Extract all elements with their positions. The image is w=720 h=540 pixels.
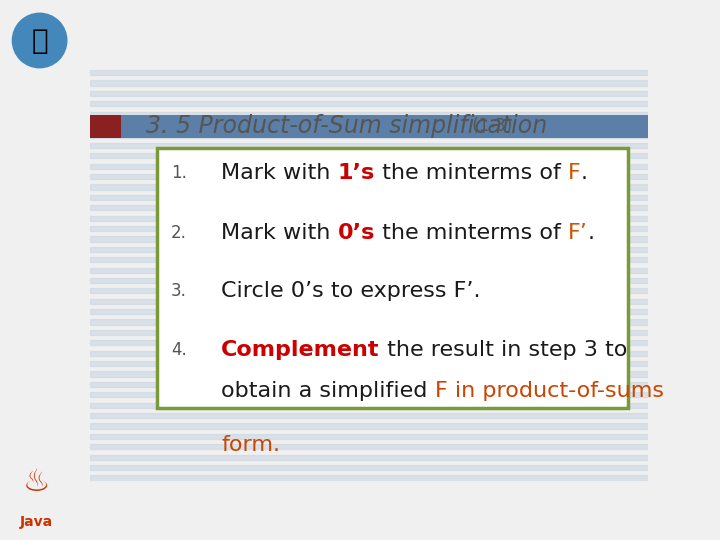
Bar [90, 382, 648, 387]
Bar [90, 403, 648, 408]
Text: 🌐: 🌐 [31, 26, 48, 55]
Bar [90, 299, 648, 304]
Bar [90, 237, 648, 241]
Bar [90, 423, 648, 429]
Bar [90, 361, 648, 366]
Text: F: F [568, 163, 580, 183]
Bar [90, 350, 648, 356]
Bar [90, 114, 121, 138]
Text: form.: form. [221, 435, 280, 455]
Circle shape [12, 14, 67, 68]
Text: 2.: 2. [171, 224, 186, 242]
Bar [90, 372, 648, 377]
Bar [90, 309, 648, 314]
Bar [90, 267, 648, 273]
Text: ♨: ♨ [22, 468, 50, 497]
Text: Mark with: Mark with [221, 163, 338, 183]
Bar [90, 475, 648, 481]
Text: Complement: Complement [221, 340, 379, 360]
Bar [90, 413, 648, 418]
Bar [90, 101, 648, 106]
Bar [90, 195, 648, 200]
Text: (1-3): (1-3) [467, 117, 512, 135]
Bar [90, 184, 648, 190]
Bar [90, 174, 648, 179]
Text: Circle 0’s to express F’.: Circle 0’s to express F’. [221, 281, 481, 301]
Text: F’: F’ [568, 223, 588, 243]
Text: 3.: 3. [171, 282, 186, 300]
Text: Java: Java [19, 515, 53, 529]
Bar [90, 114, 648, 138]
Text: .: . [580, 163, 588, 183]
Bar [90, 278, 648, 283]
Text: the result in step 3 to: the result in step 3 to [379, 340, 627, 360]
Bar [90, 434, 648, 439]
Text: the minterms of: the minterms of [375, 223, 568, 243]
Bar [90, 112, 648, 117]
Text: 1’s: 1’s [338, 163, 375, 183]
Bar [90, 122, 648, 127]
Text: Mark with: Mark with [221, 223, 338, 243]
Bar [90, 247, 648, 252]
Bar [90, 444, 648, 449]
Text: 1.: 1. [171, 164, 186, 182]
Text: obtain a simplified: obtain a simplified [221, 381, 435, 401]
Text: F in product-of-sums: F in product-of-sums [435, 381, 664, 401]
Bar [90, 91, 648, 96]
Bar [90, 465, 648, 470]
Bar [90, 205, 648, 210]
Bar [90, 153, 648, 158]
Bar [90, 392, 648, 397]
Bar [90, 215, 648, 221]
Text: 0’s: 0’s [338, 223, 375, 243]
Bar [90, 455, 648, 460]
Bar [90, 132, 648, 138]
Bar [90, 70, 648, 75]
Text: 4.: 4. [171, 341, 186, 359]
Text: the minterms of: the minterms of [375, 163, 568, 183]
Bar [90, 288, 648, 294]
FancyBboxPatch shape [157, 148, 629, 408]
Bar [90, 330, 648, 335]
Bar [90, 80, 648, 85]
Bar [90, 320, 648, 325]
Text: .: . [588, 223, 595, 243]
Text: 3. 5 Product-of-Sum simplification: 3. 5 Product-of-Sum simplification [145, 114, 547, 138]
Bar [90, 226, 648, 231]
Bar [90, 164, 648, 168]
Bar [90, 257, 648, 262]
Bar [90, 340, 648, 346]
Bar [90, 143, 648, 148]
